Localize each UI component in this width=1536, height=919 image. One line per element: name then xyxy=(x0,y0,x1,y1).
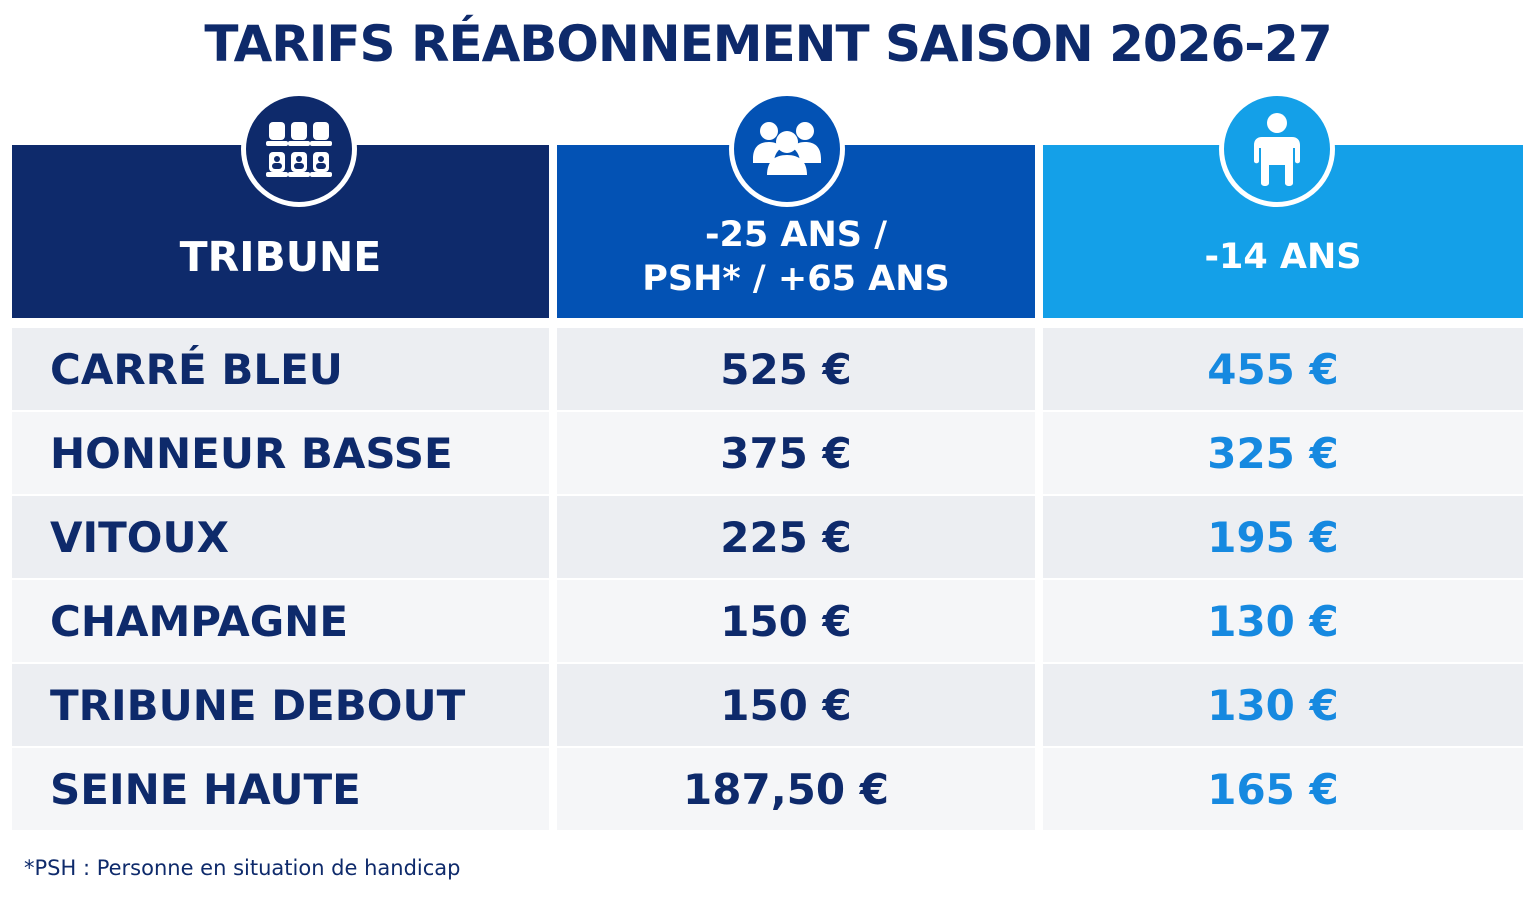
child-icon-graphic xyxy=(1254,113,1300,186)
price-cell: 187,50 € xyxy=(557,748,1035,830)
column-header-line: -14 ANS xyxy=(1204,237,1362,277)
column-header-label: -25 ANS / PSH* / +65 ANS xyxy=(557,211,1035,303)
column-header-label: TRIBUNE xyxy=(12,211,549,303)
tribune-name-cell: CARRÉ BLEU xyxy=(12,328,549,410)
footnote-psh: *PSH : Personne en situation de handicap xyxy=(24,856,461,880)
child-icon xyxy=(1219,91,1335,207)
price-cell: 130 € xyxy=(1043,664,1523,746)
page-title: TARIFS RÉABONNEMENT SAISON 2026-27 xyxy=(204,15,1332,73)
column-header-label: -14 ANS xyxy=(1043,211,1523,303)
column-header-line: TRIBUNE xyxy=(179,233,382,281)
column-header-lines: TRIBUNE xyxy=(180,235,382,279)
tribune-name-cell: HONNEUR BASSE xyxy=(12,412,549,494)
price-cell: 130 € xyxy=(1043,580,1523,662)
price-cell: 165 € xyxy=(1043,748,1523,830)
group-people-icon-graphic xyxy=(753,122,821,175)
price-cell: 150 € xyxy=(557,664,1035,746)
price-cell: 525 € xyxy=(557,328,1035,410)
price-cell: 375 € xyxy=(557,412,1035,494)
price-cell: 325 € xyxy=(1043,412,1523,494)
column-header-lines: -14 ANS xyxy=(1204,235,1361,279)
column-header-reduced-rate: -25 ANS / PSH* / +65 ANS xyxy=(557,145,1035,318)
tribune-name-cell: CHAMPAGNE xyxy=(12,580,549,662)
price-cell: 195 € xyxy=(1043,496,1523,578)
stadium-seats-icon xyxy=(241,91,357,207)
column-header-line: -25 ANS / xyxy=(705,215,887,255)
stadium-seats-icon-graphic xyxy=(266,122,332,177)
tribune-name-cell: SEINE HAUTE xyxy=(12,748,549,830)
group-people-icon xyxy=(729,91,845,207)
column-header-lines: -25 ANS / PSH* / +65 ANS xyxy=(642,213,949,301)
tribune-name-cell: VITOUX xyxy=(12,496,549,578)
price-cell: 150 € xyxy=(557,580,1035,662)
column-header-line: PSH* / +65 ANS xyxy=(642,259,950,299)
price-cell: 225 € xyxy=(557,496,1035,578)
tribune-name-cell: TRIBUNE DEBOUT xyxy=(12,664,549,746)
price-cell: 455 € xyxy=(1043,328,1523,410)
